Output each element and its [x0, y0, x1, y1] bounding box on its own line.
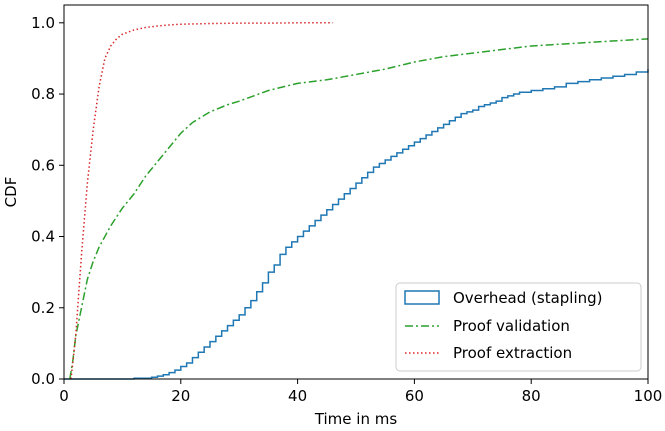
- y-tick-label: 0.0: [31, 370, 55, 388]
- legend: Overhead (stapling) Proof validation Pro…: [395, 282, 642, 372]
- y-tick-label: 0.2: [31, 299, 55, 317]
- legend-box: [395, 282, 642, 372]
- x-axis-label: Time in ms: [314, 410, 398, 428]
- legend-label-validation: Proof validation: [453, 317, 570, 335]
- x-tick-label: 0: [59, 387, 69, 405]
- legend-label-overhead: Overhead (stapling): [453, 289, 603, 307]
- y-axis: 0.0 0.2 0.4 0.6 0.8 1.0: [31, 14, 64, 388]
- x-tick-label: 60: [405, 387, 424, 405]
- series-layer: [64, 22, 649, 380]
- x-tick-label: 80: [522, 387, 541, 405]
- y-tick-label: 1.0: [31, 14, 55, 32]
- y-tick-label: 0.4: [31, 228, 55, 246]
- series-line-proof-validation: [69, 38, 649, 380]
- series-line-overhead-stapling: [64, 69, 649, 380]
- legend-swatch-overhead: [404, 290, 440, 305]
- x-tick-label: 20: [171, 387, 190, 405]
- y-tick-label: 0.8: [31, 85, 55, 103]
- x-tick-label: 40: [288, 387, 307, 405]
- x-tick-label: 100: [634, 387, 663, 405]
- x-axis: 0 20 40 60 80 100: [59, 379, 662, 405]
- y-axis-label: CDF: [2, 177, 20, 208]
- legend-label-extraction: Proof extraction: [453, 344, 572, 362]
- plot-frame: [63, 4, 649, 380]
- y-tick-label: 0.6: [31, 156, 55, 174]
- series-line-proof-extraction: [70, 22, 333, 380]
